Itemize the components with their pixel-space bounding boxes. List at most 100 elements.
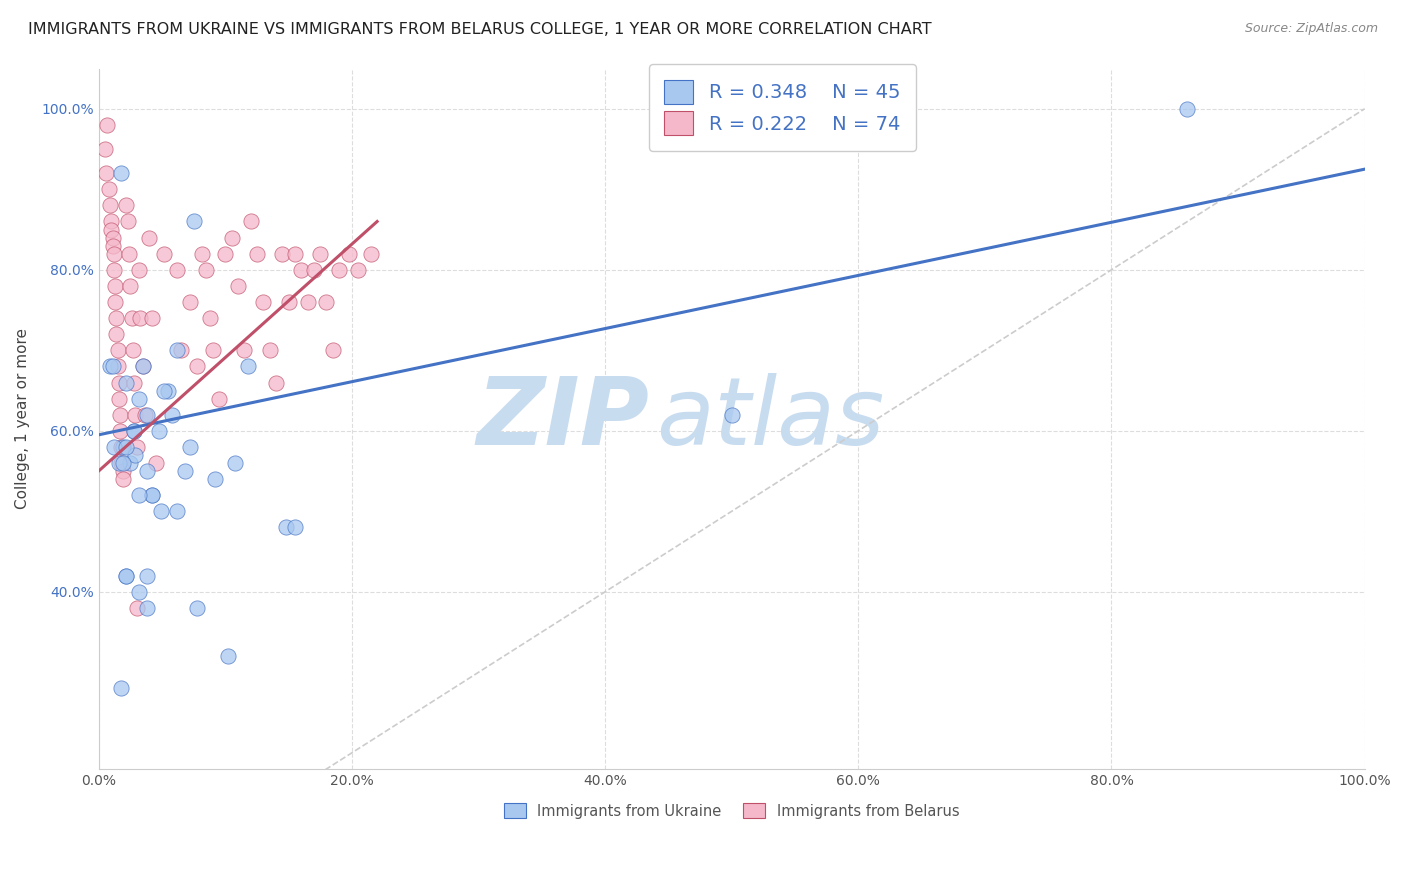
Point	[107, 343, 129, 358]
Point	[128, 488, 150, 502]
Point	[101, 359, 124, 374]
Point	[145, 456, 167, 470]
Point	[103, 262, 125, 277]
Point	[141, 311, 163, 326]
Point	[246, 246, 269, 260]
Point	[239, 214, 262, 228]
Point	[122, 424, 145, 438]
Point	[236, 359, 259, 374]
Point	[105, 327, 128, 342]
Point	[97, 182, 120, 196]
Point	[252, 295, 274, 310]
Point	[98, 359, 121, 374]
Point	[153, 246, 176, 260]
Point	[115, 440, 138, 454]
Point	[98, 198, 121, 212]
Text: Source: ZipAtlas.com: Source: ZipAtlas.com	[1244, 22, 1378, 36]
Point	[104, 279, 127, 293]
Point	[111, 440, 134, 454]
Point	[108, 376, 131, 390]
Point	[111, 464, 134, 478]
Point	[360, 246, 382, 260]
Point	[149, 504, 172, 518]
Point	[166, 504, 188, 518]
Point	[118, 246, 141, 260]
Point	[277, 295, 299, 310]
Point	[128, 392, 150, 406]
Point	[322, 343, 344, 358]
Point	[104, 295, 127, 310]
Point	[141, 488, 163, 502]
Point	[120, 456, 142, 470]
Point	[121, 311, 143, 326]
Point	[201, 343, 224, 358]
Point	[117, 214, 139, 228]
Point	[198, 311, 221, 326]
Point	[108, 456, 131, 470]
Point	[191, 246, 214, 260]
Point	[1177, 102, 1199, 116]
Point	[101, 238, 124, 252]
Point	[224, 456, 246, 470]
Point	[107, 359, 129, 374]
Point	[120, 279, 142, 293]
Point	[221, 230, 243, 244]
Point	[121, 343, 143, 358]
Point	[108, 408, 131, 422]
Point	[110, 440, 132, 454]
Point	[284, 520, 307, 534]
Point	[111, 456, 134, 470]
Point	[124, 408, 146, 422]
Point	[347, 262, 370, 277]
Point	[125, 601, 148, 615]
Point	[115, 198, 138, 212]
Point	[132, 359, 155, 374]
Point	[125, 440, 148, 454]
Point	[108, 392, 131, 406]
Point	[204, 472, 226, 486]
Point	[135, 601, 157, 615]
Point	[105, 311, 128, 326]
Point	[297, 295, 319, 310]
Point	[290, 262, 312, 277]
Point	[170, 343, 193, 358]
Point	[259, 343, 281, 358]
Point	[132, 359, 155, 374]
Point	[214, 246, 236, 260]
Point	[173, 464, 195, 478]
Point	[110, 166, 132, 180]
Point	[302, 262, 325, 277]
Point	[96, 118, 118, 132]
Text: atlas: atlas	[655, 373, 884, 464]
Point	[179, 440, 201, 454]
Point	[100, 214, 122, 228]
Point	[110, 681, 132, 696]
Point	[129, 311, 152, 326]
Point	[96, 166, 118, 180]
Point	[148, 424, 170, 438]
Point	[226, 279, 249, 293]
Point	[179, 295, 201, 310]
Text: ZIP: ZIP	[477, 373, 650, 465]
Point	[284, 246, 307, 260]
Point	[110, 456, 132, 470]
Point	[135, 568, 157, 582]
Point	[195, 262, 218, 277]
Point	[337, 246, 360, 260]
Point	[115, 568, 138, 582]
Point	[115, 376, 138, 390]
Point	[186, 601, 208, 615]
Point	[100, 222, 122, 236]
Point	[166, 343, 188, 358]
Point	[309, 246, 332, 260]
Point	[157, 384, 180, 398]
Point	[122, 424, 145, 438]
Point	[138, 230, 160, 244]
Point	[315, 295, 337, 310]
Point	[186, 359, 208, 374]
Point	[108, 424, 131, 438]
Point	[94, 142, 117, 156]
Point	[115, 568, 138, 582]
Point	[135, 408, 157, 422]
Point	[274, 520, 297, 534]
